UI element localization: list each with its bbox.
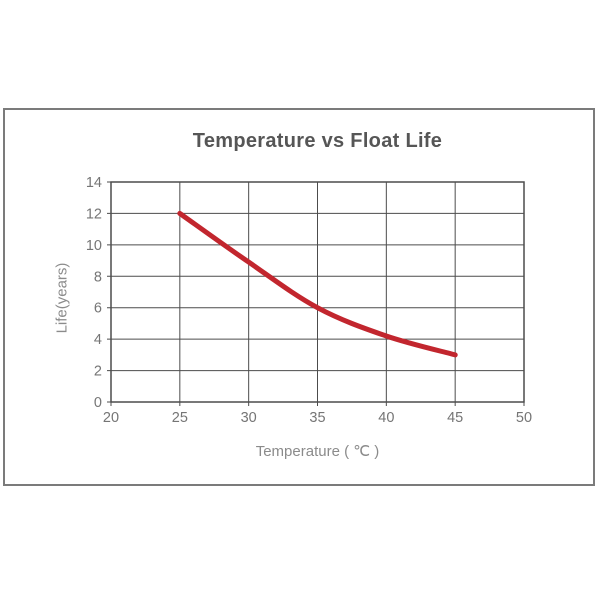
grid-lines (107, 181, 525, 406)
x-tick-label: 20 (103, 410, 119, 426)
y-tick-label: 8 (94, 269, 102, 285)
x-tick-labels: 20 25 30 35 40 45 50 (103, 410, 532, 426)
y-tick-label: 0 (94, 395, 102, 411)
x-axis-label: Temperature ( ℃ ) (255, 443, 380, 460)
y-tick-label: 12 (86, 206, 102, 222)
chart-title: Temperature vs Float Life (192, 130, 443, 152)
y-tick-label: 6 (94, 301, 102, 317)
x-tick-label: 35 (309, 410, 325, 426)
x-tick-label: 25 (172, 410, 188, 426)
y-tick-label: 4 (94, 332, 102, 348)
x-tick-label: 45 (447, 410, 463, 426)
x-tick-label: 50 (516, 410, 532, 426)
y-tick-label: 10 (86, 238, 102, 254)
x-tick-label: 40 (378, 410, 394, 426)
float-life-curve (177, 210, 458, 358)
y-tick-label: 14 (86, 175, 102, 191)
y-tick-label: 2 (94, 364, 102, 380)
x-tick-label: 30 (241, 410, 257, 426)
y-tick-labels: 0 2 4 6 8 10 12 14 (86, 175, 102, 411)
plot-border (110, 181, 525, 403)
